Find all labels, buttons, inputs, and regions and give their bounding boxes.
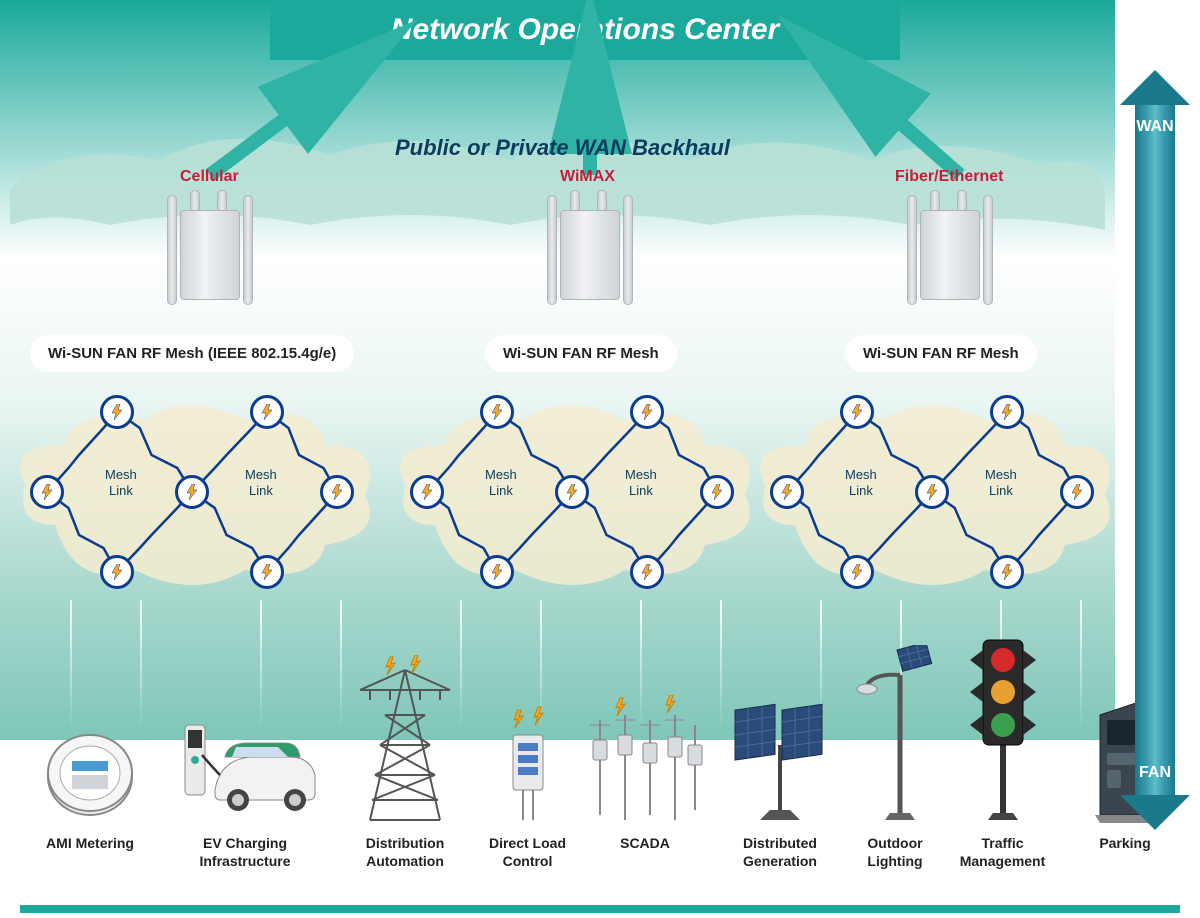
mesh-link-label: MeshLink bbox=[245, 467, 277, 498]
mesh-node bbox=[100, 555, 134, 589]
mesh-link-label: MeshLink bbox=[845, 467, 877, 498]
device-scada: SCADA bbox=[585, 695, 705, 833]
device-light: OutdoorLighting bbox=[845, 645, 945, 833]
backhaul-fiber: Fiber/Ethernet bbox=[895, 168, 1003, 186]
fan-label: FAN bbox=[1120, 764, 1190, 782]
device-label: AMI Metering bbox=[25, 835, 155, 853]
device-label: DistributionAutomation bbox=[340, 835, 470, 870]
mesh-node bbox=[700, 475, 734, 509]
noc-title: Network Operations Center bbox=[391, 13, 779, 47]
mesh-link-label: MeshLink bbox=[485, 467, 517, 498]
scada-icon bbox=[585, 695, 705, 825]
ev-icon bbox=[165, 705, 325, 825]
device-label: SCADA bbox=[585, 835, 705, 853]
basestation-wimax bbox=[535, 195, 645, 325]
mesh-node bbox=[175, 475, 209, 509]
tower-icon bbox=[340, 655, 470, 825]
device-label: Direct LoadControl bbox=[470, 835, 585, 870]
mesh-node bbox=[250, 395, 284, 429]
solar-icon bbox=[715, 695, 845, 825]
wan-subtitle: Public or Private WAN Backhaul bbox=[395, 135, 730, 161]
device-traffic: TrafficManagement bbox=[940, 635, 1065, 833]
mesh-cloud-2: MeshLink MeshLink bbox=[395, 395, 755, 605]
mesh-cloud-3: MeshLink MeshLink bbox=[755, 395, 1115, 605]
mesh-cloud-1: MeshLink MeshLink bbox=[15, 395, 375, 605]
device-ev: EV ChargingInfrastructure bbox=[165, 705, 325, 833]
noc-title-bar: Network Operations Center bbox=[270, 0, 900, 60]
mesh-link-label: MeshLink bbox=[625, 467, 657, 498]
device-label: DistributedGeneration bbox=[715, 835, 845, 870]
mesh-node bbox=[410, 475, 444, 509]
basestation-fiber bbox=[895, 195, 1005, 325]
device-label: Parking bbox=[1070, 835, 1180, 853]
basestation-cellular bbox=[155, 195, 265, 325]
device-label: EV ChargingInfrastructure bbox=[165, 835, 325, 870]
mesh-link-label: MeshLink bbox=[985, 467, 1017, 498]
device-solar: DistributedGeneration bbox=[715, 695, 845, 833]
mesh-node bbox=[840, 395, 874, 429]
light-icon bbox=[845, 645, 945, 825]
mesh-node bbox=[100, 395, 134, 429]
device-meter: AMI Metering bbox=[25, 715, 155, 833]
mesh-node bbox=[630, 395, 664, 429]
mesh-label-2: Wi-SUN FAN RF Mesh bbox=[485, 335, 677, 372]
mesh-node bbox=[480, 555, 514, 589]
device-dlc: Direct LoadControl bbox=[470, 705, 585, 833]
backhaul-cellular: Cellular bbox=[180, 168, 239, 186]
device-label: OutdoorLighting bbox=[845, 835, 945, 870]
wan-label: WAN bbox=[1120, 118, 1190, 136]
mesh-node bbox=[630, 555, 664, 589]
mesh-node bbox=[320, 475, 354, 509]
dlc-icon bbox=[470, 705, 585, 825]
mesh-node bbox=[555, 475, 589, 509]
mesh-link-label: MeshLink bbox=[105, 467, 137, 498]
device-tower: DistributionAutomation bbox=[340, 655, 470, 833]
backhaul-wimax: WiMAX bbox=[560, 168, 615, 186]
traffic-icon bbox=[940, 635, 1065, 825]
mesh-node bbox=[1060, 475, 1094, 509]
mesh-label-3: Wi-SUN FAN RF Mesh bbox=[845, 335, 1037, 372]
mesh-node bbox=[840, 555, 874, 589]
device-label: TrafficManagement bbox=[940, 835, 1065, 870]
mesh-node bbox=[770, 475, 804, 509]
mesh-label-1: Wi-SUN FAN RF Mesh (IEEE 802.15.4g/e) bbox=[30, 335, 354, 372]
bottom-bar bbox=[20, 905, 1180, 913]
mesh-node bbox=[480, 395, 514, 429]
mesh-node bbox=[915, 475, 949, 509]
mesh-node bbox=[250, 555, 284, 589]
mesh-node bbox=[30, 475, 64, 509]
diagram-canvas: Network Operations Center Public or Priv… bbox=[0, 0, 1200, 918]
meter-icon bbox=[25, 715, 155, 825]
mesh-node bbox=[990, 395, 1024, 429]
wan-fan-arrow: WAN FAN bbox=[1120, 70, 1190, 830]
mesh-node bbox=[990, 555, 1024, 589]
